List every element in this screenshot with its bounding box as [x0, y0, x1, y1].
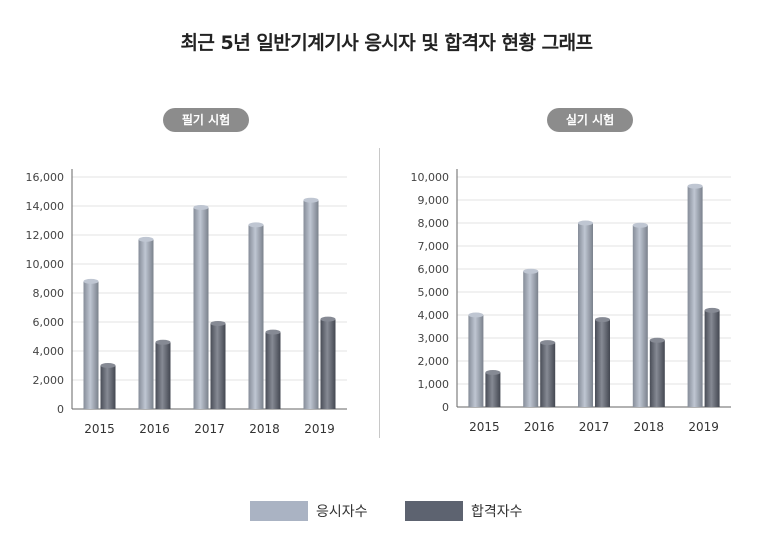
legend-item-applicants: 응시자수: [250, 500, 368, 522]
y-tick-label: 8,000: [33, 287, 65, 300]
chart-title-written-exam: 필기 시험: [163, 108, 249, 132]
y-tick-label: 9,000: [418, 194, 450, 207]
bar-top-passers-2019: [320, 316, 336, 322]
legend-label-passers: 합격자수: [471, 504, 523, 520]
y-tick-label: 1,000: [418, 378, 450, 391]
y-tick-label: 8,000: [418, 217, 450, 230]
bar-top-passers-2018: [265, 329, 281, 335]
legend-item-passers: 합격자수: [405, 500, 523, 522]
page-title: 최근 5년 일반기계기사 응시자 및 합격자 현황 그래프: [180, 32, 593, 54]
x-tick-label: 2016: [139, 422, 170, 436]
y-tick-label: 12,000: [26, 229, 65, 242]
bar-applicants-2018: [632, 225, 648, 407]
y-tick-label: 5,000: [418, 286, 450, 299]
bar-top-applicants-2015: [83, 278, 99, 284]
legend: 응시자수 합격자수: [0, 500, 773, 522]
x-tick-label: 2015: [469, 420, 500, 434]
bar-applicants-2017: [193, 207, 209, 409]
y-tick-label: 7,000: [418, 240, 450, 253]
x-tick-label: 2019: [688, 420, 719, 434]
bar-top-applicants-2016: [138, 236, 154, 242]
bar-passers-2017: [595, 319, 610, 407]
bar-top-applicants-2018: [632, 222, 648, 228]
bar-top-passers-2015: [100, 363, 116, 368]
y-tick-label: 14,000: [26, 200, 65, 213]
bar-top-applicants-2017: [193, 204, 209, 210]
bar-applicants-2015: [468, 315, 484, 407]
legend-swatch-applicants: [250, 501, 308, 521]
y-tick-label: 0: [57, 403, 64, 416]
bar-top-passers-2019: [704, 307, 720, 313]
bar-top-applicants-2016: [523, 268, 539, 274]
bar-passers-2019: [320, 319, 336, 409]
bar-passers-2016: [155, 342, 171, 409]
y-tick-label: 16,000: [26, 171, 65, 184]
bar-applicants-2016: [138, 239, 154, 409]
x-tick-label: 2018: [634, 420, 665, 434]
bar-top-passers-2018: [649, 337, 665, 343]
y-tick-label: 2,000: [418, 355, 450, 368]
bar-top-applicants-2019: [303, 197, 319, 203]
x-tick-label: 2015: [84, 422, 115, 436]
y-tick-label: 0: [442, 401, 449, 414]
bar-applicants-2018: [248, 224, 264, 409]
bar-top-applicants-2019: [687, 183, 703, 189]
chart-divider: [379, 148, 380, 438]
bar-passers-2019: [704, 310, 720, 407]
bar-applicants-2016: [523, 271, 539, 407]
bar-passers-2018: [649, 340, 665, 407]
bar-applicants-2019: [687, 186, 703, 407]
bar-passers-2015: [485, 372, 501, 407]
bar-top-applicants-2015: [468, 312, 484, 318]
x-tick-label: 2017: [579, 420, 610, 434]
y-tick-label: 4,000: [418, 309, 450, 322]
y-tick-label: 6,000: [33, 316, 65, 329]
bar-top-applicants-2018: [248, 222, 264, 228]
bar-applicants-2015: [83, 281, 99, 409]
bar-top-applicants-2017: [578, 220, 593, 226]
y-tick-label: 4,000: [33, 345, 65, 358]
bar-passers-2018: [265, 332, 281, 409]
bar-top-passers-2015: [485, 370, 501, 375]
chart-title-practical-exam: 실기 시험: [547, 108, 633, 132]
y-tick-label: 6,000: [418, 263, 450, 276]
x-tick-label: 2018: [249, 422, 280, 436]
bar-applicants-2019: [303, 200, 319, 409]
bar-top-passers-2016: [155, 339, 171, 345]
bar-passers-2016: [540, 342, 556, 407]
bar-passers-2017: [210, 323, 226, 409]
x-tick-label: 2017: [194, 422, 225, 436]
x-tick-label: 2016: [524, 420, 555, 434]
bar-passers-2015: [100, 365, 116, 409]
bar-top-passers-2017: [210, 320, 226, 326]
y-tick-label: 2,000: [33, 374, 65, 387]
legend-swatch-passers: [405, 501, 463, 521]
x-tick-label: 2019: [304, 422, 335, 436]
bar-applicants-2017: [578, 223, 593, 407]
y-tick-label: 10,000: [411, 171, 450, 184]
bar-top-passers-2017: [595, 317, 610, 323]
legend-label-applicants: 응시자수: [316, 504, 368, 520]
bar-top-passers-2016: [540, 340, 556, 346]
y-tick-label: 10,000: [26, 258, 65, 271]
y-tick-label: 3,000: [418, 332, 450, 345]
